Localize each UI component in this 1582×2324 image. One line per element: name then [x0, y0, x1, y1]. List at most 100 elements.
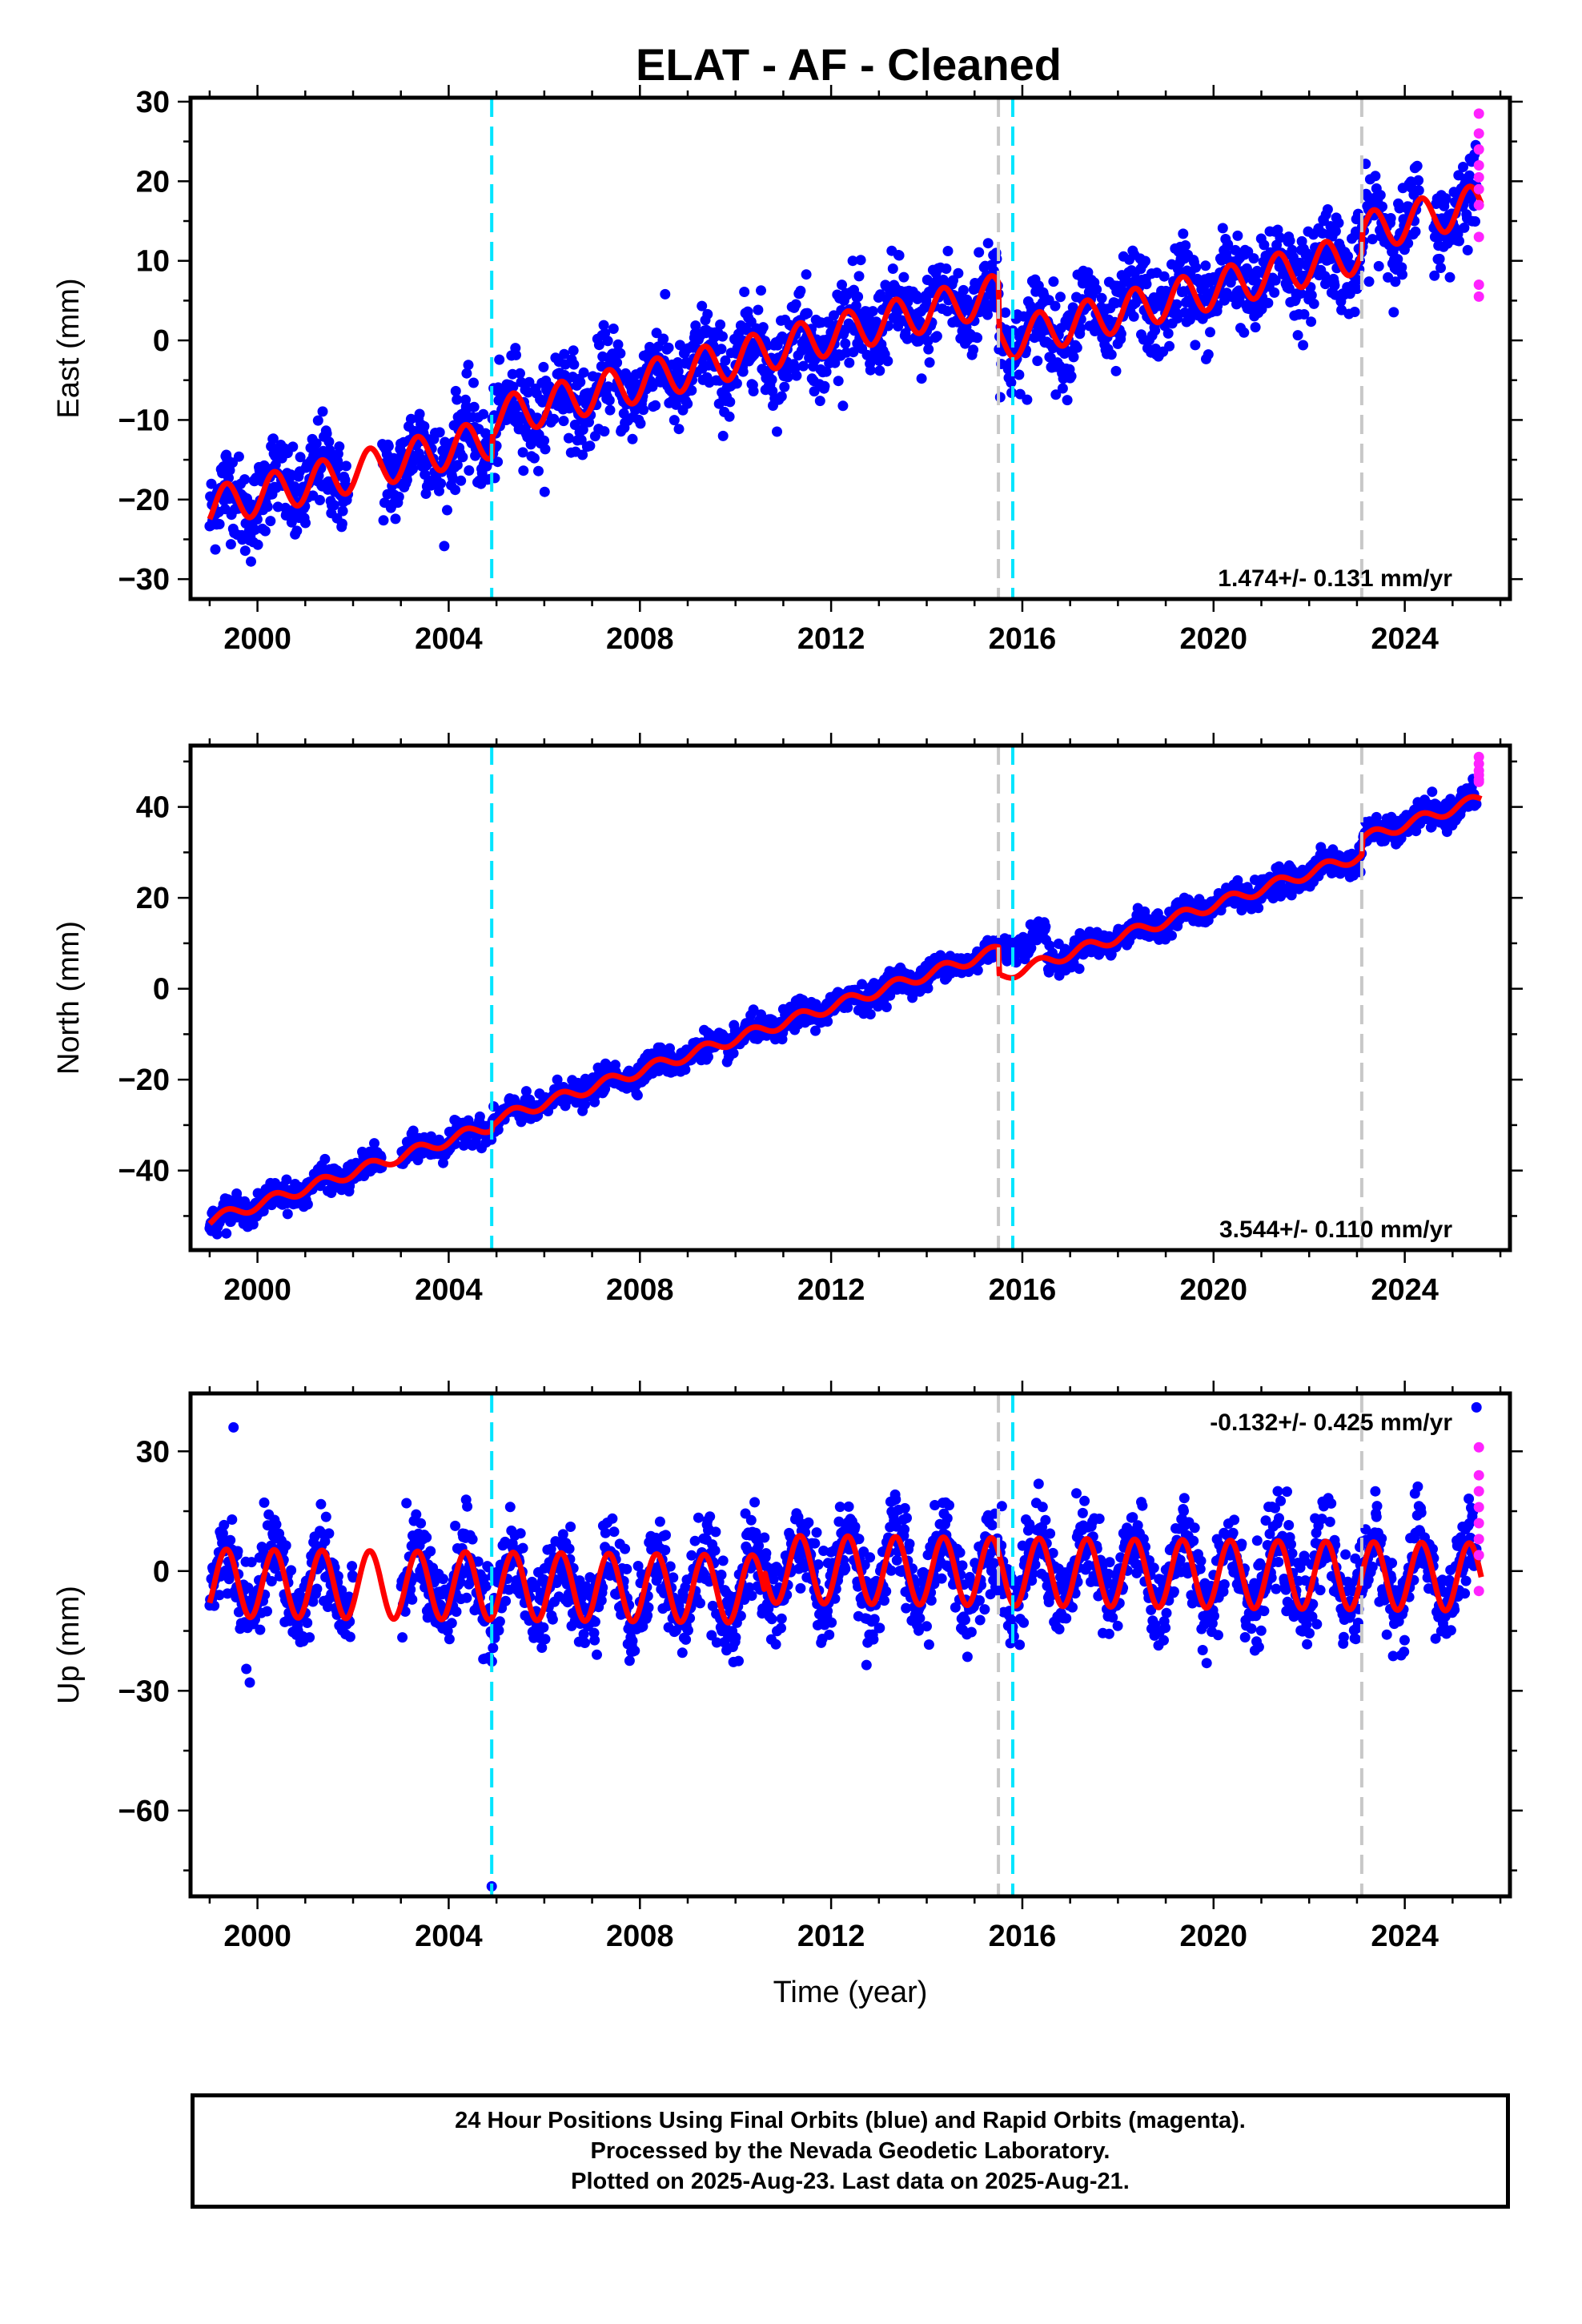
- data-point: [1454, 235, 1464, 247]
- data-point: [576, 434, 587, 445]
- data-point: [1150, 325, 1161, 336]
- data-point: [407, 1594, 418, 1605]
- data-point: [647, 381, 658, 392]
- data-point: [632, 1090, 643, 1101]
- data-point: [1269, 287, 1280, 298]
- data-point: [344, 1631, 355, 1642]
- data-point: [1190, 340, 1201, 351]
- x-tick-label: 2012: [797, 622, 865, 656]
- data-point: [1462, 244, 1473, 255]
- data-point: [311, 1583, 323, 1594]
- data-point: [1373, 260, 1384, 271]
- data-point: [577, 424, 588, 435]
- data-point: [1191, 262, 1202, 273]
- data-point: [393, 491, 404, 502]
- data-point: [972, 965, 983, 976]
- data-point: [941, 263, 952, 274]
- data-point: [766, 374, 777, 385]
- data-point: [468, 401, 480, 412]
- data-point: [802, 308, 813, 319]
- data-point: [1014, 369, 1025, 380]
- data-point: [539, 435, 550, 446]
- y-tick-label: 20: [136, 165, 170, 199]
- data-point: [1299, 309, 1310, 320]
- data-point: [1444, 271, 1456, 283]
- data-point: [439, 541, 450, 552]
- data-point: [931, 331, 942, 342]
- data-point: [1390, 276, 1401, 287]
- plot-area-north: [204, 751, 1484, 1240]
- x-tick-label: 2008: [606, 622, 674, 656]
- data-point: [819, 380, 830, 392]
- data-point: [1205, 327, 1215, 338]
- data-point: [378, 515, 389, 526]
- data-point: [1068, 352, 1079, 363]
- rapid-data-point: [1473, 144, 1484, 155]
- data-point: [650, 400, 661, 411]
- data-point: [1413, 175, 1424, 186]
- final-orbit-points-up: [204, 1401, 1482, 1892]
- x-tick-label: 2016: [989, 622, 1057, 656]
- data-point: [289, 481, 300, 492]
- data-point: [673, 424, 685, 435]
- data-point: [267, 433, 279, 444]
- data-point: [311, 438, 322, 449]
- data-point: [717, 331, 728, 342]
- data-point: [300, 517, 311, 529]
- data-point: [333, 461, 344, 472]
- data-point: [1057, 383, 1068, 394]
- y-tick-label: 0: [153, 973, 170, 1007]
- data-point: [450, 1520, 461, 1531]
- data-point: [214, 519, 225, 529]
- data-point: [533, 465, 544, 476]
- rapid-data-point: [1473, 128, 1484, 139]
- data-point: [756, 285, 766, 296]
- data-point: [450, 485, 461, 496]
- data-point: [833, 376, 844, 387]
- data-point: [1071, 342, 1082, 353]
- panel-north: 2000 2004 2008 2012 2016 2020 2024−40−2002040N…: [52, 733, 1523, 1307]
- data-point: [401, 474, 412, 485]
- plot-area-up: [204, 1401, 1484, 1892]
- data-point: [840, 338, 851, 349]
- data-point: [369, 1138, 379, 1149]
- data-point: [1470, 216, 1480, 227]
- data-point: [262, 1606, 272, 1617]
- data-point: [1403, 238, 1414, 249]
- data-point: [848, 347, 859, 358]
- data-point: [715, 319, 726, 330]
- data-point: [408, 1125, 419, 1136]
- data-point: [1385, 213, 1396, 223]
- data-point: [225, 539, 236, 550]
- data-point: [383, 440, 394, 452]
- data-point: [942, 246, 954, 256]
- data-point: [1232, 230, 1243, 241]
- data-point: [282, 1208, 293, 1220]
- data-point: [1250, 322, 1261, 333]
- data-point: [779, 381, 790, 392]
- data-point: [504, 1502, 516, 1513]
- data-point: [246, 556, 256, 567]
- data-point: [1006, 377, 1017, 388]
- rapid-data-point: [1473, 231, 1484, 243]
- data-point: [421, 1532, 432, 1543]
- data-point: [1066, 371, 1077, 382]
- data-point: [558, 416, 569, 427]
- data-point: [991, 253, 1002, 264]
- data-point: [1411, 160, 1423, 171]
- data-point: [604, 395, 615, 406]
- data-point: [515, 1528, 526, 1539]
- data-point: [994, 392, 1006, 403]
- data-point: [627, 433, 638, 444]
- data-point: [468, 377, 479, 388]
- data-point: [690, 320, 701, 332]
- data-point: [1377, 201, 1387, 212]
- data-point: [1392, 254, 1403, 265]
- rapid-orbit-points-east: [1473, 108, 1484, 302]
- data-point: [798, 360, 809, 372]
- data-point: [1032, 356, 1043, 367]
- data-point: [287, 441, 299, 452]
- data-point: [414, 408, 425, 420]
- data-point: [419, 420, 430, 432]
